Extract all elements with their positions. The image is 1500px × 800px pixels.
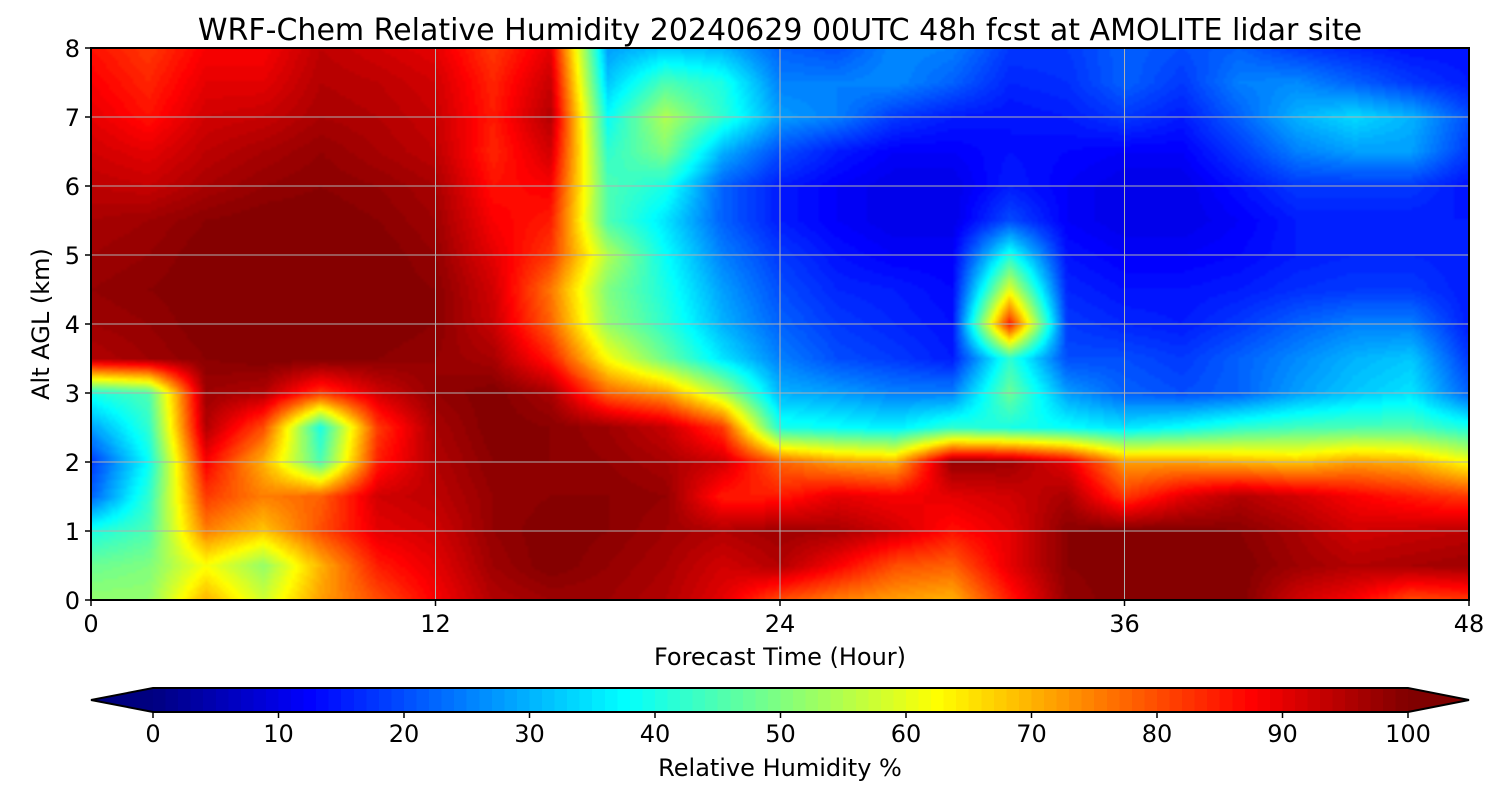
colorbar-tick-label: 0: [145, 720, 160, 748]
colorbar-tick-label: 50: [765, 720, 796, 748]
y-tick-label: 1: [65, 518, 80, 546]
x-axis-label: Forecast Time (Hour): [654, 643, 906, 671]
y-tick-label: 2: [65, 449, 80, 477]
x-tick-label: 48: [1454, 610, 1485, 638]
chart-title: WRF-Chem Relative Humidity 20240629 00UT…: [198, 13, 1362, 48]
colorbar-extend-low: [91, 688, 153, 712]
x-tick-label: 12: [420, 610, 451, 638]
colorbar-tick-label: 90: [1267, 720, 1298, 748]
y-axis-label: Alt AGL (km): [27, 248, 55, 400]
x-tick-label: 36: [1109, 610, 1140, 638]
colorbar-label: Relative Humidity %: [658, 754, 902, 782]
colorbar-tick-label: 60: [891, 720, 922, 748]
colorbar-tick-label: 30: [514, 720, 545, 748]
y-axis: 0 1 2 3 4 5 6 7 8: [65, 35, 91, 615]
colorbar-tick-label: 40: [640, 720, 671, 748]
y-tick-label: 8: [65, 35, 80, 63]
y-tick-label: 0: [65, 587, 80, 615]
x-tick-label: 0: [83, 610, 98, 638]
colorbar-tick-label: 20: [389, 720, 420, 748]
colorbar-tick-label: 80: [1142, 720, 1173, 748]
y-tick-label: 6: [65, 173, 80, 201]
colorbar-tick-label: 100: [1385, 720, 1431, 748]
x-axis: 0 12 24 36 48: [83, 600, 1484, 638]
colorbar-gradient: [153, 688, 1408, 712]
y-tick-label: 5: [65, 242, 80, 270]
x-tick-label: 24: [765, 610, 796, 638]
y-tick-label: 3: [65, 380, 80, 408]
colorbar-tick-label: 70: [1016, 720, 1047, 748]
y-tick-label: 7: [65, 104, 80, 132]
colorbar-ticks: 0 10 20 30 40 50 60 70 80 90 100: [145, 712, 1431, 748]
colorbar-tick-label: 10: [263, 720, 294, 748]
y-tick-label: 4: [65, 311, 80, 339]
colorbar: 0 10 20 30 40 50 60 70 80 90 100: [90, 687, 1470, 748]
colorbar-extend-high: [1408, 688, 1469, 712]
